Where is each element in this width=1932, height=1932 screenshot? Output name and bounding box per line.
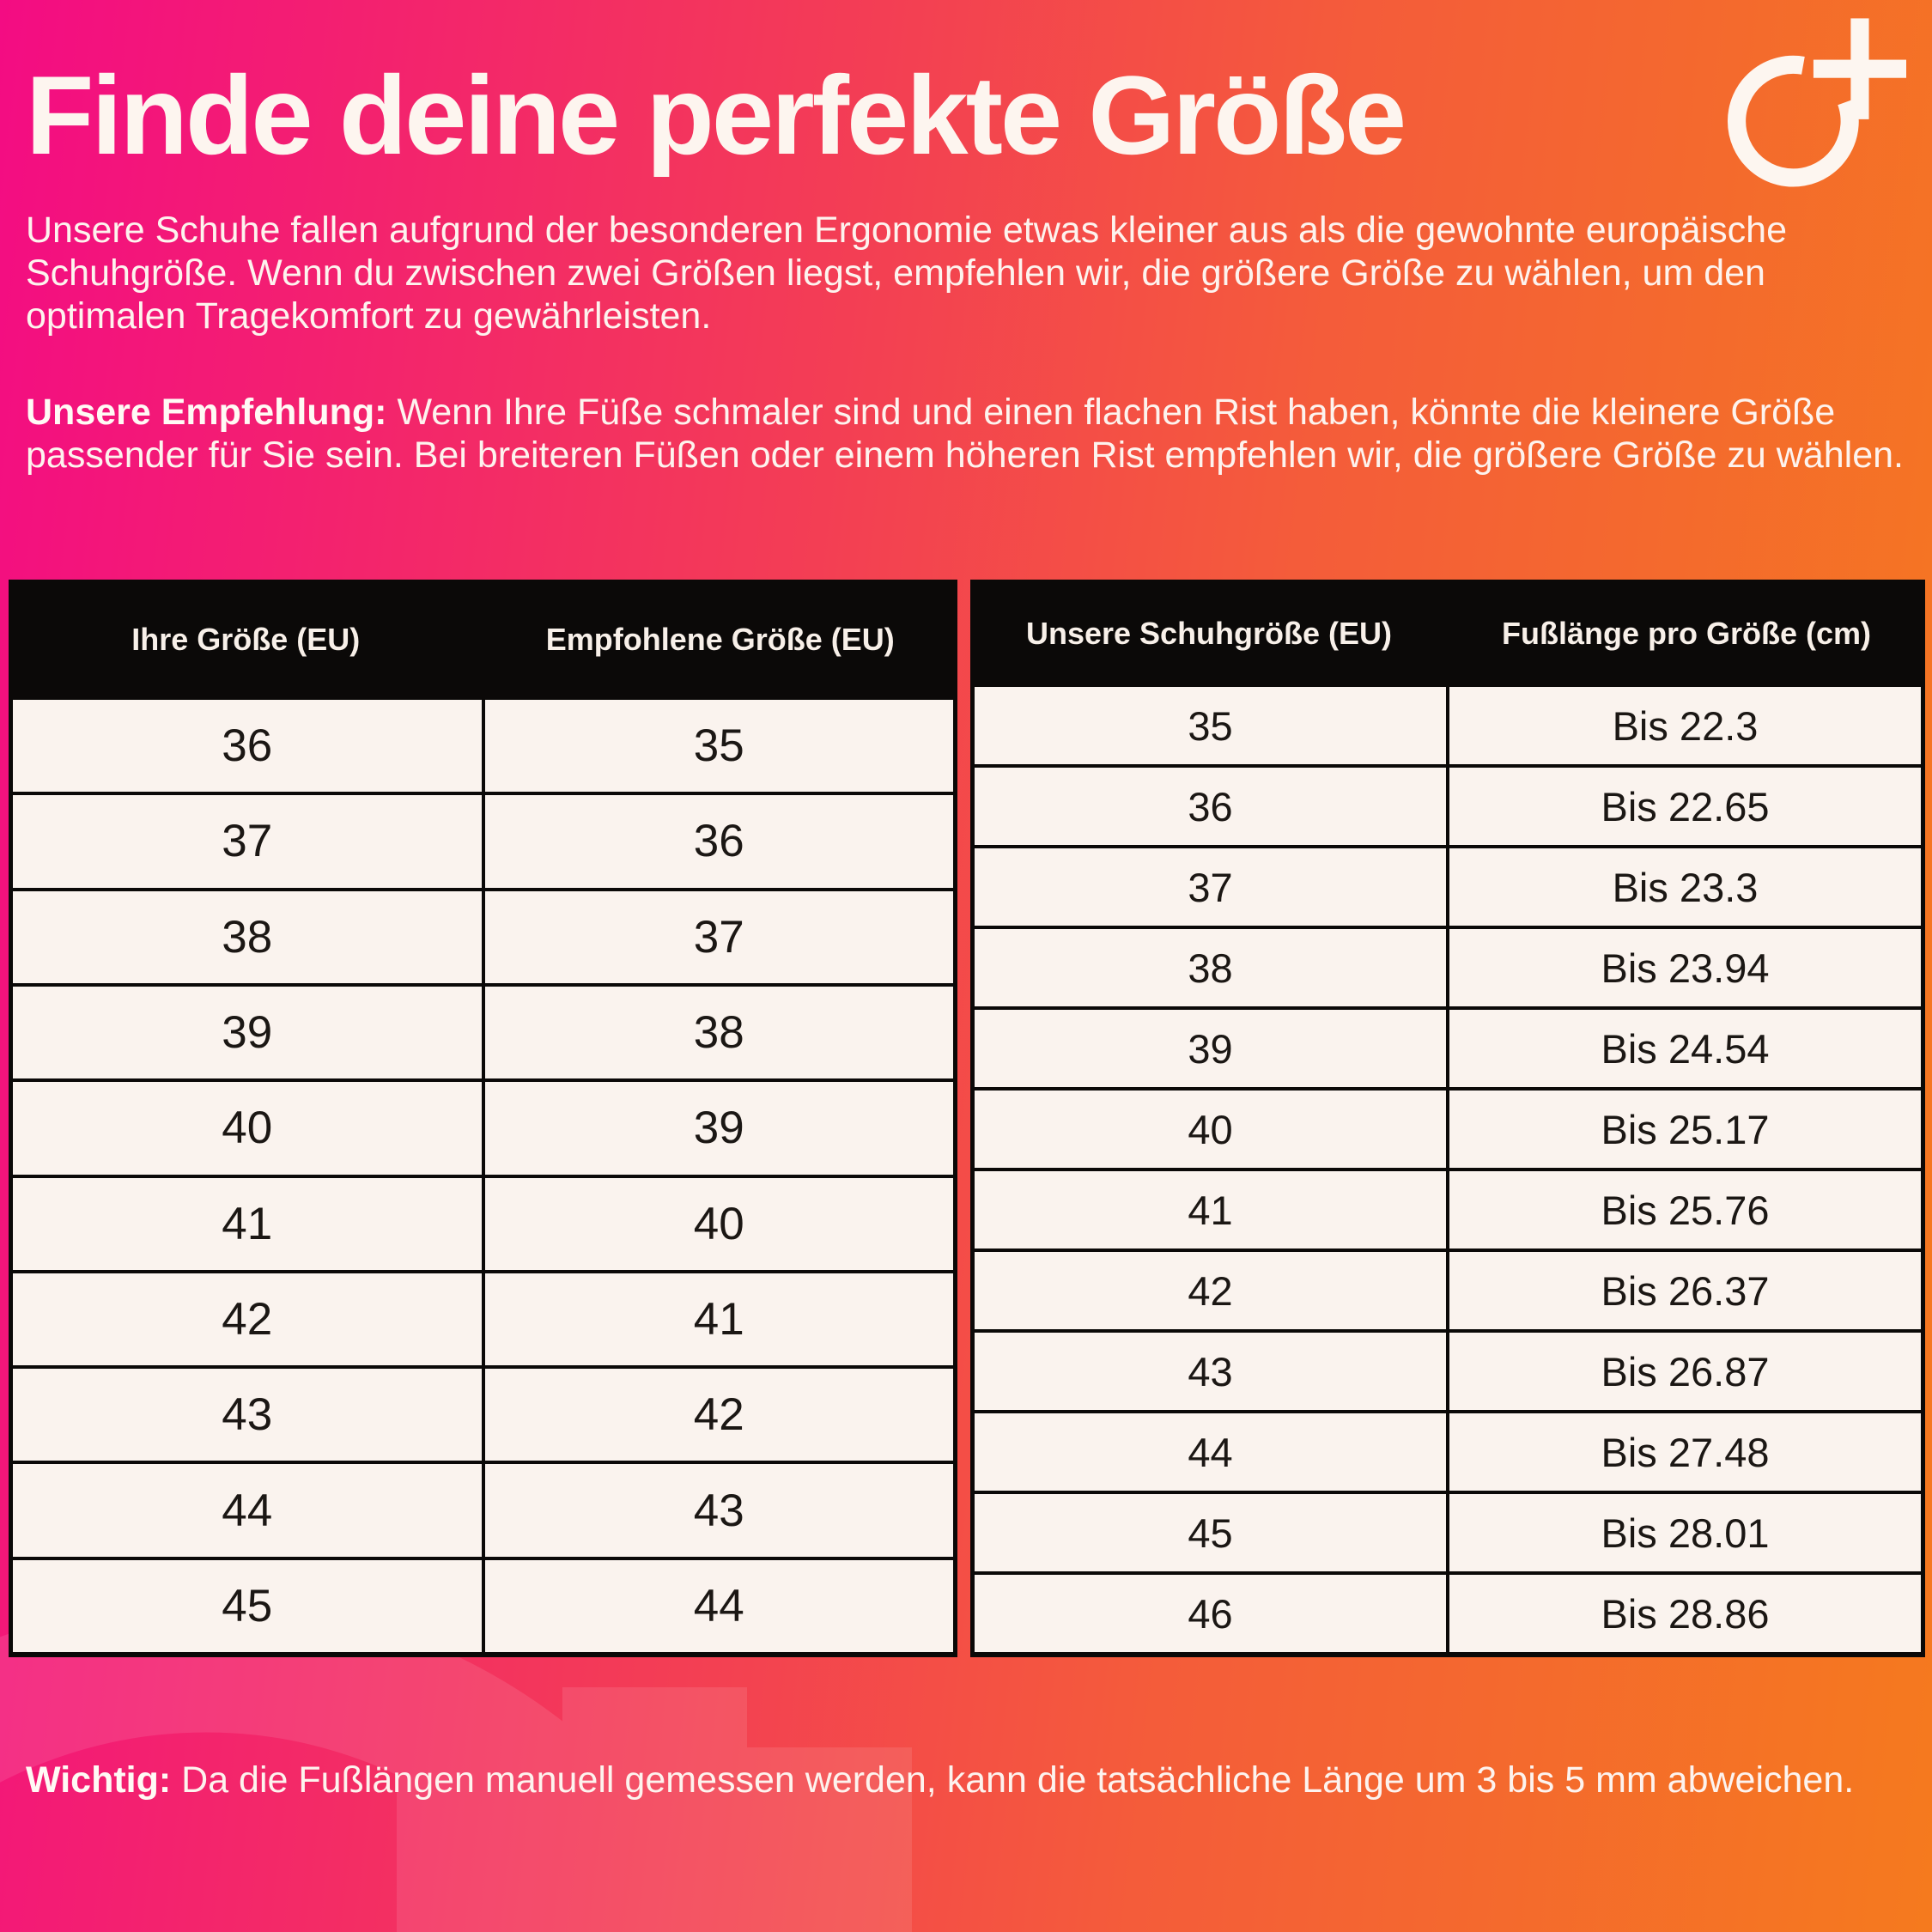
your-size-cell: 37 — [13, 795, 482, 888]
your-size-cell: 41 — [13, 1177, 482, 1270]
shoe-size-cell: 35 — [975, 687, 1446, 764]
foot-length-cell: Bis 23.94 — [1449, 929, 1921, 1006]
recommendation-label: Unsere Empfehlung: — [26, 392, 387, 433]
foot-length-table-body: 35 Bis 22.3 36 Bis 22.65 37 Bis 23.3 38 … — [970, 687, 1925, 1657]
foot-length-cell: Bis 25.17 — [1449, 1091, 1921, 1168]
foot-length-cell: Bis 22.3 — [1449, 687, 1921, 764]
size-conversion-table-header: Ihre Größe (EU) Empfohlene Größe (EU) — [9, 580, 957, 700]
your-size-cell: 42 — [13, 1273, 482, 1366]
your-size-cell: 43 — [13, 1369, 482, 1461]
shoe-size-cell: 41 — [975, 1171, 1446, 1249]
foot-length-cell: Bis 26.87 — [1449, 1333, 1921, 1410]
foot-length-cell: Bis 28.01 — [1449, 1494, 1921, 1571]
shoe-size-cell: 37 — [975, 848, 1446, 926]
your-size-cell: 38 — [13, 890, 482, 983]
intro-text: Unsere Schuhe fallen aufgrund der besond… — [26, 210, 1787, 337]
o-plus-logo-icon — [1728, 18, 1906, 187]
shoe-size-cell: 40 — [975, 1091, 1446, 1168]
foot-length-cell: Bis 25.76 — [1449, 1171, 1921, 1249]
your-size-cell: 45 — [13, 1559, 482, 1652]
important-note: Wichtig: Da die Fußlängen manuell gemess… — [26, 1759, 1855, 1801]
recommended-size-cell: 44 — [484, 1559, 953, 1652]
recommended-size-cell: 43 — [484, 1464, 953, 1557]
shoe-size-cell: 43 — [975, 1333, 1446, 1410]
column-header-your-size: Ihre Größe (EU) — [131, 622, 361, 657]
foot-length-cell: Bis 28.86 — [1449, 1575, 1921, 1652]
foot-length-table: Unsere Schuhgröße (EU) Fußlänge pro Größ… — [970, 580, 1925, 1657]
foot-length-table-header: Unsere Schuhgröße (EU) Fußlänge pro Größ… — [970, 580, 1925, 687]
foot-length-cell: Bis 22.65 — [1449, 768, 1921, 845]
foot-length-cell: Bis 26.37 — [1449, 1252, 1921, 1329]
column-header-foot-length: Fußlänge pro Größe (cm) — [1501, 615, 1871, 651]
your-size-cell: 39 — [13, 986, 482, 1079]
foot-length-cell: Bis 24.54 — [1449, 1010, 1921, 1087]
your-size-cell: 44 — [13, 1464, 482, 1557]
recommendation-text: Unsere Empfehlung: Wenn Ihre Füße schmal… — [26, 392, 1904, 476]
shoe-size-cell: 46 — [975, 1575, 1446, 1652]
shoe-size-cell: 45 — [975, 1494, 1446, 1571]
shoe-size-cell: 39 — [975, 1010, 1446, 1087]
shoe-size-cell: 38 — [975, 929, 1446, 1006]
recommended-size-cell: 42 — [484, 1369, 953, 1461]
recommended-size-cell: 35 — [484, 700, 953, 793]
recommended-size-cell: 39 — [484, 1082, 953, 1175]
recommended-size-cell: 36 — [484, 795, 953, 888]
recommended-size-cell: 37 — [484, 890, 953, 983]
recommended-size-cell: 41 — [484, 1273, 953, 1366]
column-header-recommended-size: Empfohlene Größe (EU) — [545, 622, 895, 657]
column-header-shoe-size: Unsere Schuhgröße (EU) — [1025, 615, 1393, 651]
shoe-size-cell: 36 — [975, 768, 1446, 845]
page-title: Finde deine perfekte Größe — [26, 52, 1406, 178]
size-conversion-table-body: 36 35 37 36 38 37 39 38 40 39 41 40 42 4… — [9, 700, 957, 1657]
size-conversion-table: Ihre Größe (EU) Empfohlene Größe (EU) 36… — [9, 580, 957, 1657]
your-size-cell: 40 — [13, 1082, 482, 1175]
your-size-cell: 36 — [13, 700, 482, 793]
foot-length-cell: Bis 23.3 — [1449, 848, 1921, 926]
recommended-size-cell: 40 — [484, 1177, 953, 1270]
shoe-size-cell: 44 — [975, 1413, 1446, 1491]
important-note-label: Wichtig: — [26, 1759, 172, 1801]
foot-length-cell: Bis 27.48 — [1449, 1413, 1921, 1491]
shoe-size-cell: 42 — [975, 1252, 1446, 1329]
recommended-size-cell: 38 — [484, 986, 953, 1079]
